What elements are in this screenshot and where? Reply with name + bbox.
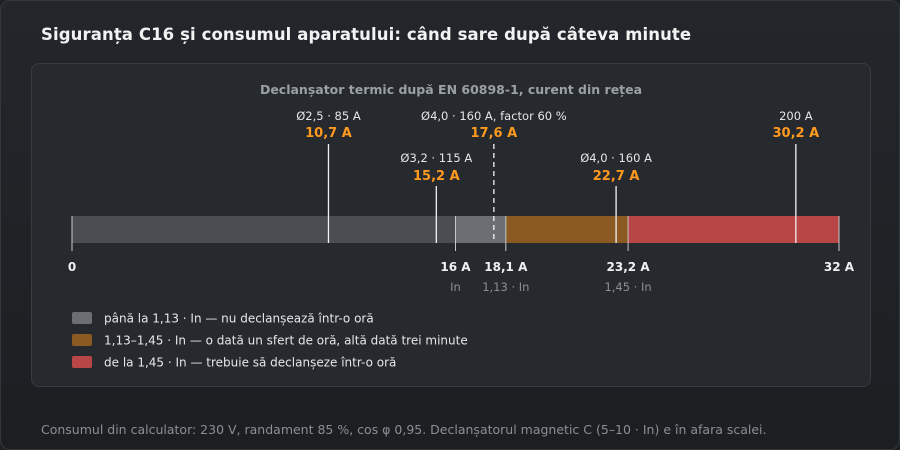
marker-value-4: 30,2 A [773, 126, 820, 141]
marker-label-0: Ø2,5 · 85 A [296, 109, 361, 123]
marker-value-3: 22,7 A [593, 169, 640, 184]
legend-label-1: 1,13–1,45 · In — o dată un sfert de oră,… [104, 334, 468, 348]
legend-swatch-0 [72, 312, 92, 324]
tick-label-2: 18,1 A [484, 260, 528, 274]
page-title: Siguranța C16 și consumul aparatului: câ… [41, 25, 692, 44]
marker-value-0: 10,7 A [305, 126, 352, 141]
legend-swatch-2 [72, 356, 92, 368]
tick-sublabel-3: 1,45 · In [604, 280, 651, 294]
zone-bar-2 [505, 216, 629, 243]
legend-swatch-1 [72, 334, 92, 346]
tick-label-4: 32 A [824, 260, 855, 274]
zone-bar-0 [72, 216, 456, 243]
chart-card: Declanșator termic după EN 60898-1, cure… [31, 63, 871, 387]
marker-value-1: 15,2 A [413, 169, 460, 184]
marker-label-1: Ø3,2 · 115 A [400, 151, 472, 165]
legend-label-0: până la 1,13 · In — nu declanșează într-… [104, 312, 374, 326]
tick-label-0: 0 [68, 260, 76, 274]
marker-value-2: 17,6 A [471, 126, 518, 141]
footnote: Consumul din calculator: 230 V, randamen… [41, 422, 767, 437]
marker-label-3: Ø4,0 · 160 A [580, 151, 652, 165]
tick-sublabel-1: In [450, 280, 461, 294]
tick-sublabel-2: 1,13 · In [482, 280, 529, 294]
marker-label-4: 200 A [779, 109, 813, 123]
legend-label-2: de la 1,45 · In — trebuie să declanșeze … [104, 356, 396, 370]
zone-bar-1 [455, 216, 506, 243]
tick-label-1: 16 A [440, 260, 471, 274]
tick-label-3: 23,2 A [607, 260, 651, 274]
breaker-current-chart: Declanșator termic după EN 60898-1, cure… [68, 82, 855, 370]
marker-label-2: Ø4,0 · 160 A, factor 60 % [421, 109, 567, 123]
chart-title: Declanșator termic după EN 60898-1, cure… [260, 82, 642, 97]
zone-bar-3 [628, 216, 839, 243]
